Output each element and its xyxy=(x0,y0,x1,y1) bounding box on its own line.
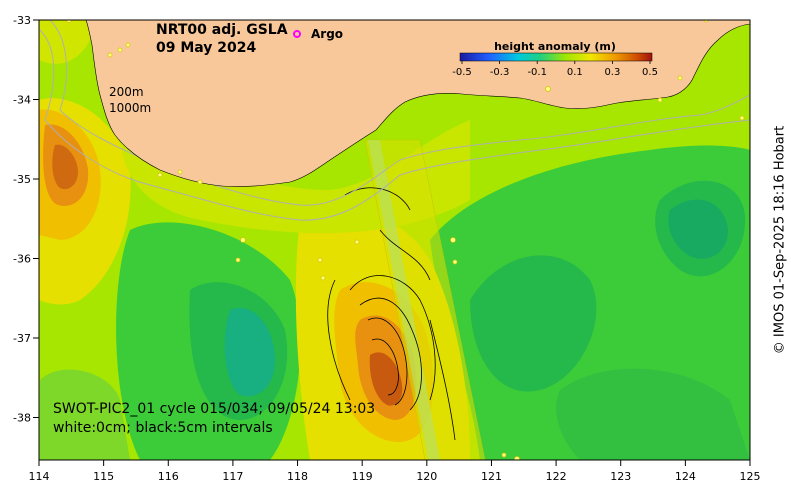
argo-legend-icon xyxy=(293,30,301,38)
lat-tick-label: -38 xyxy=(13,412,31,425)
lon-tick-label: 123 xyxy=(610,470,631,483)
lat-tick-label: -36 xyxy=(13,253,31,266)
lat-tick-label: -35 xyxy=(13,173,31,186)
lon-tick-label: 120 xyxy=(416,470,437,483)
swot-caption-line2: white:0cm; black:5cm intervals xyxy=(53,420,273,436)
colorbar-gradient xyxy=(459,52,653,62)
lon-tick-label: 124 xyxy=(675,470,696,483)
map-frame xyxy=(38,19,751,461)
longitude-axis: 114 115 116 117 118 119 120 121 122 123 124 125 xyxy=(29,460,761,483)
map-title-line2: 09 May 2024 xyxy=(156,40,257,56)
credit-container: © IMOS 01-Sep-2025 18:16 Hobart xyxy=(770,20,790,460)
colorbar-tick-label: 0.5 xyxy=(642,67,658,78)
lon-tick-label: 117 xyxy=(222,470,243,483)
swot-caption-line1: SWOT-PIC2_01 cycle 015/034; 09/05/24 13:… xyxy=(53,401,375,417)
colorbar: height anomaly (m) -0.5 -0.3 -0.1 0.1 0.3 0.5 xyxy=(452,40,658,78)
lon-tick-label: 121 xyxy=(481,470,502,483)
lat-tick-label: -33 xyxy=(13,14,31,27)
land xyxy=(39,20,750,187)
lon-tick-label: 119 xyxy=(352,470,373,483)
lat-tick-label: -37 xyxy=(13,332,31,345)
lon-tick-label: 115 xyxy=(93,470,114,483)
colorbar-tick-label: 0.1 xyxy=(567,67,583,78)
lat-tick-label: -34 xyxy=(13,94,31,107)
lon-tick-label: 125 xyxy=(740,470,761,483)
colorbar-tick-label: -0.5 xyxy=(452,67,472,78)
colorbar-title: height anomaly (m) xyxy=(494,40,616,53)
colorbar-tick-label: -0.1 xyxy=(527,67,547,78)
lon-tick-label: 114 xyxy=(29,470,50,483)
map-title-line1: NRT00 adj. GSLA xyxy=(156,22,288,38)
depth-label-1000m: 1000m xyxy=(109,101,151,115)
depth-label-200m: 200m xyxy=(109,85,144,99)
lon-tick-label: 116 xyxy=(158,470,179,483)
imos-credit: © IMOS 01-Sep-2025 18:16 Hobart xyxy=(772,125,788,355)
colorbar-tick-label: 0.3 xyxy=(604,67,620,78)
lon-tick-label: 122 xyxy=(546,470,567,483)
latitude-axis: -33 -34 -35 -36 -37 -38 xyxy=(13,14,39,425)
lon-tick-label: 118 xyxy=(287,470,308,483)
argo-legend-label: Argo xyxy=(311,27,343,41)
colorbar-tick-label: -0.3 xyxy=(490,67,510,78)
argo-floats xyxy=(66,20,745,460)
isobath-lines xyxy=(39,20,750,221)
